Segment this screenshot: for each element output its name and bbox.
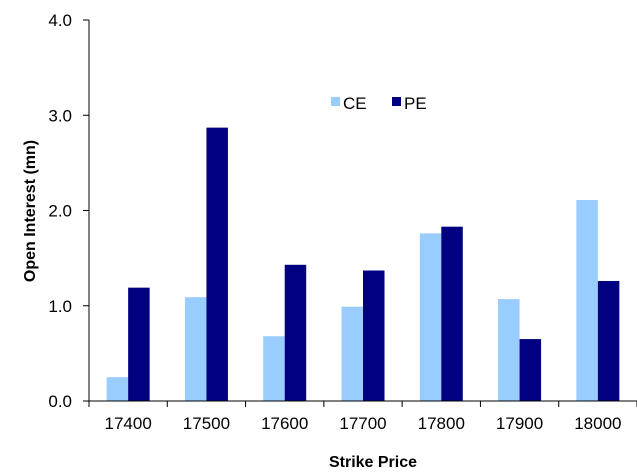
bar-ce-17400 [106, 377, 129, 401]
x-tick-label: 17900 [496, 414, 543, 433]
x-tick-label: 17600 [261, 414, 308, 433]
x-axis-ticks [88, 401, 637, 407]
bar-ce-17500 [184, 297, 207, 401]
bar-pe-18000 [597, 280, 620, 401]
y-tick-label: 2.0 [48, 202, 72, 221]
x-axis-title: Strike Price [329, 454, 417, 470]
x-tick-label: 17700 [339, 414, 386, 433]
y-axis-tick-labels: 0.0 1.0 2.0 3.0 4.0 [48, 11, 72, 411]
y-axis-title: Open Interest (mn) [22, 140, 39, 282]
bar-ce-17900 [498, 299, 520, 401]
bars [106, 127, 620, 401]
x-tick-label: 18000 [574, 414, 621, 433]
bar-pe-17800 [441, 226, 463, 401]
x-tick-label: 17400 [105, 414, 152, 433]
bar-ce-17600 [263, 336, 285, 401]
bar-pe-17400 [128, 287, 150, 401]
bar-ce-17800 [419, 233, 442, 401]
y-tick-label: 4.0 [48, 11, 72, 30]
x-tick-label: 17500 [183, 414, 230, 433]
x-tick-label: 17800 [418, 414, 465, 433]
legend-swatch-pe [392, 97, 401, 106]
x-axis-tick-labels: 17400 17500 17600 17700 17800 17900 18000 [105, 414, 622, 433]
legend-label-pe: PE [404, 94, 427, 113]
legend: CE PE [331, 94, 427, 113]
bar-ce-17700 [341, 306, 363, 401]
bar-pe-17500 [206, 127, 228, 401]
bar-ce-18000 [576, 200, 598, 401]
y-tick-label: 0.0 [48, 392, 72, 411]
bar-pe-17600 [284, 264, 307, 401]
y-tick-label: 3.0 [48, 106, 72, 125]
y-tick-label: 1.0 [48, 297, 72, 316]
legend-swatch-ce [331, 97, 340, 106]
bar-pe-17900 [519, 339, 542, 401]
legend-label-ce: CE [343, 94, 367, 113]
bar-pe-17700 [363, 270, 385, 401]
y-axis-ticks [83, 19, 89, 402]
